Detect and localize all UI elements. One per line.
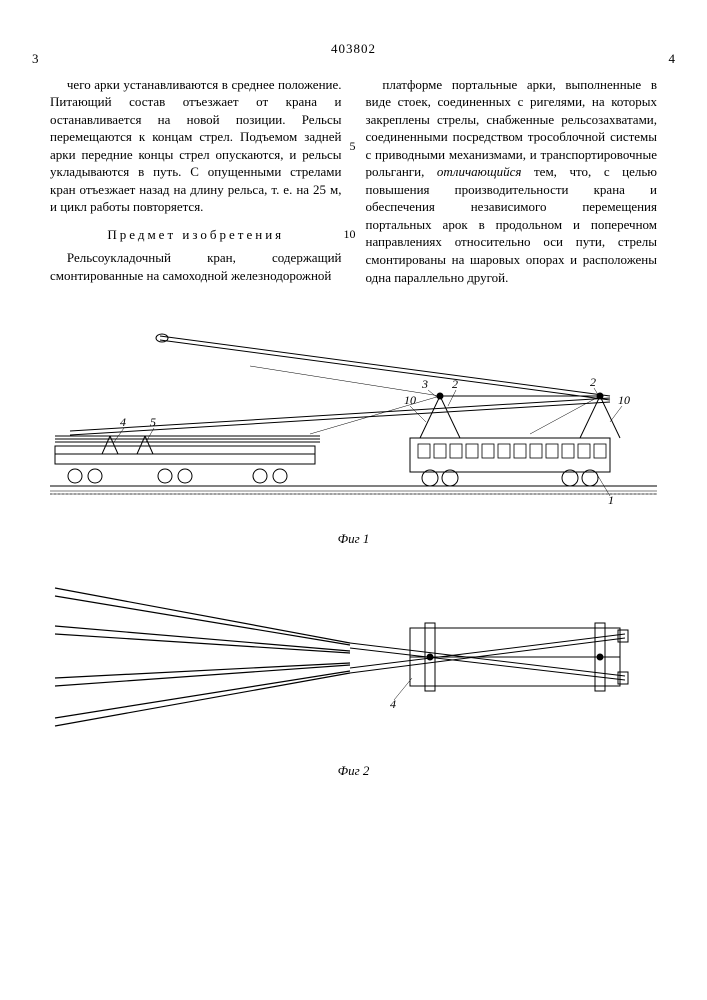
fig2-label-4: 4 [390,697,396,711]
fig1-label-1: 1 [608,493,614,507]
right-col-number: 4 [669,50,676,68]
left-para-2: Рельсоукладочный кран, содержащий смонти… [50,249,342,284]
gutter-line-5: 5 [350,138,356,154]
fig1-label-4: 4 [120,415,126,429]
fig1-label-10b: 10 [618,393,630,407]
fig1-caption: Фиг 1 [50,530,657,548]
two-column-text: 3 чего арки устанавливаются в среднее по… [50,76,657,287]
figure-2: 4 [50,568,657,758]
right-text-em: отличающийся [437,164,522,179]
left-column: 3 чего арки устанавливаются в среднее по… [50,76,342,287]
doc-number: 403802 [50,40,657,58]
figures-block: 4 5 3 2 10 2 10 1 Фиг 1 [50,326,657,779]
right-text-b: тем, что, с целью повышения производител… [366,164,658,284]
fig1-label-5: 5 [150,415,156,429]
fig1-label-10a: 10 [404,393,416,407]
left-col-number: 3 [32,50,39,68]
right-column: 4 платформе портальные арки, выполненные… [366,76,658,287]
figure-1: 4 5 3 2 10 2 10 1 [50,326,657,526]
fig1-label-2b: 2 [590,375,596,389]
right-para-1: платформе портальные арки, выполненные в… [366,76,658,287]
section-heading: Предмет изобретения [50,226,342,244]
left-para-1: чего арки устанавливаются в среднее поло… [50,76,342,216]
fig2-caption: Фиг 2 [50,762,657,780]
fig1-label-2a: 2 [452,377,458,391]
fig1-label-3: 3 [421,377,428,391]
gutter-line-10: 10 [344,226,356,242]
